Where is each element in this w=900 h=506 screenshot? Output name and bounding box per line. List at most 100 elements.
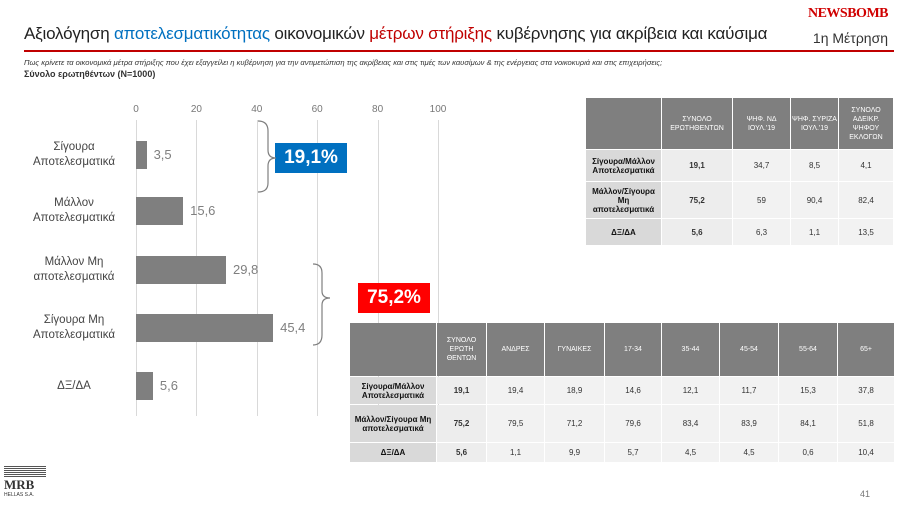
- bar: [136, 141, 147, 169]
- header-cell: 17-34: [605, 323, 661, 376]
- header-cell: ΓΥΝΑΙΚΕΣ: [545, 323, 604, 376]
- wave: 1η Μέτρηση: [812, 30, 888, 46]
- header-cell: ΑΝΔΡΕΣ: [487, 323, 544, 376]
- annotation: 75,2%: [358, 283, 430, 313]
- table-cell: 19,1: [437, 377, 486, 404]
- x-tick-label: 0: [133, 104, 139, 115]
- table-cell: 8,5: [791, 150, 838, 181]
- title-part: αποτελεσματικότητας: [113, 24, 270, 43]
- table-row: Μάλλον/Σίγουρα Μη αποτελεσματικά 75,2 79,5…: [350, 405, 894, 442]
- x-tick-label: 100: [429, 104, 447, 115]
- header-cell: ΨΗΦ. ΣΥΡΙΖΑ ΙΟΥΛ.'19: [791, 98, 838, 149]
- table-cell: 10,4: [838, 443, 894, 462]
- header-cell: ΨΗΦ. ΝΔ ΙΟΥΛ.'19: [733, 98, 790, 149]
- category-label: Σίγουρα Αποτελεσματικά: [33, 141, 115, 168]
- table-cell: 1,1: [487, 443, 544, 462]
- header-row: ΣΥΝΟΛΟ ΕΡΩΤΗ ΘΕΝΤΩΝ ΑΝΔΡΕΣ ΓΥΝΑΙΚΕΣ 17-34 35…: [350, 323, 894, 376]
- table-cell: 18,9: [545, 377, 604, 404]
- grid-line: [256, 120, 258, 416]
- table-cell: 34,7: [733, 150, 790, 181]
- value-label: 5,6: [159, 378, 178, 393]
- value-label: 29,8: [232, 262, 259, 277]
- data-table: ΣΥΝΟΛΟ ΕΡΩΤΗΘΕΝΤΩΝ ΨΗΦ. ΝΔ ΙΟΥΛ.'19 ΨΗΦ. Σ…: [585, 97, 894, 246]
- data-table: ΣΥΝΟΛΟ ΕΡΩΤΗ ΘΕΝΤΩΝ ΑΝΔΡΕΣ ΓΥΝΑΙΚΕΣ 17-34 35…: [349, 322, 895, 463]
- header-cell: [586, 98, 661, 149]
- x-tick-label: 40: [251, 104, 263, 115]
- slide-title: Αξιολόγηση αποτελεσματικότητας οικονομικ…: [24, 24, 768, 44]
- table-cell: 79,6: [605, 405, 661, 442]
- value-label: 15,6: [190, 203, 216, 218]
- title-part: οικονομικών: [269, 24, 370, 43]
- bar: [136, 197, 184, 225]
- x-tick-label: 80: [372, 104, 384, 115]
- table-cell: 5,7: [605, 443, 661, 462]
- title-part: κυβέρνησης για ακρίβεια και καύσιμα: [491, 24, 768, 43]
- x-tick-label: 20: [190, 104, 202, 115]
- row-label: ΔΞ/ΔΑ: [350, 443, 436, 462]
- table-cell: 83,4: [662, 405, 719, 442]
- bar: [136, 256, 226, 284]
- row-label: Σίγουρα/Μάλλον Αποτελεσματικά: [350, 377, 436, 404]
- grid-line: [317, 120, 319, 416]
- table-row: ΔΞ/ΔΑ 5,6 1,1 9,9 5,7 4,5 4,5 0,6 10,4: [350, 443, 894, 462]
- category-label: Μάλλον Μη αποτελεσματικά: [33, 256, 115, 283]
- table-cell: 37,8: [838, 377, 894, 404]
- logo-stripes: [4, 466, 46, 478]
- table-cell: 12,1: [662, 377, 719, 404]
- question: Πως κρίνετε τα οικονομικά μέτρα στήριξης…: [24, 58, 663, 67]
- table-cell: 13,5: [839, 219, 893, 245]
- category-label: ΔΞ/ΔΑ: [57, 379, 91, 392]
- table-row: Σίγουρα/Μάλλον Αποτελεσματικά 19,1 19,4 18,…: [350, 377, 894, 404]
- table-cell: 19,4: [487, 377, 544, 404]
- row-label: ΔΞ/ΔΑ: [586, 219, 661, 245]
- table-cell: 9,9: [545, 443, 604, 462]
- bar: [136, 372, 153, 400]
- annotation: 19,1%: [275, 143, 347, 173]
- header-row: ΣΥΝΟΛΟ ΕΡΩΤΗΘΕΝΤΩΝ ΨΗΦ. ΝΔ ΙΟΥΛ.'19 ΨΗΦ. Σ…: [586, 98, 893, 149]
- header-cell: 45-54: [720, 323, 778, 376]
- table-cell: 19,1: [662, 150, 732, 181]
- table-cell: 51,8: [838, 405, 894, 442]
- brand: NEWSBOMB: [807, 6, 889, 21]
- header-cell: [350, 323, 436, 376]
- table-cell: 0,6: [779, 443, 837, 462]
- table-cell: 14,6: [605, 377, 661, 404]
- logo: MRB HELLAS S.A.: [4, 466, 46, 498]
- logo-sub: HELLAS S.A.: [4, 492, 35, 498]
- page-number: 41: [859, 489, 870, 499]
- x-tick-label: 60: [311, 104, 323, 115]
- table-cell: 5,6: [437, 443, 486, 462]
- table-cell: 75,2: [437, 405, 486, 442]
- table-cell: 4,1: [839, 150, 893, 181]
- header-cell: ΣΥΝΟΛΟ ΕΡΩΤΗ ΘΕΝΤΩΝ: [437, 323, 486, 376]
- bracket: [312, 263, 331, 346]
- header-cell: 55-64: [779, 323, 837, 376]
- table-cell: 11,7: [720, 377, 778, 404]
- category-label: Μάλλον Αποτελεσματικά: [33, 197, 115, 224]
- row-label: Μάλλον/Σίγουρα Μη αποτελεσματικά: [586, 182, 661, 218]
- table-cell: 83,9: [720, 405, 778, 442]
- table-cell: 15,3: [779, 377, 837, 404]
- table-cell: 71,2: [545, 405, 604, 442]
- bracket: [257, 120, 277, 193]
- header-cell: ΣΥΝΟΛΟ ΕΡΩΤΗΘΕΝΤΩΝ: [662, 98, 732, 149]
- grid-line: [377, 120, 379, 416]
- table-cell: 79,5: [487, 405, 544, 442]
- logo-text: MRB: [4, 477, 35, 492]
- table-cell: 90,4: [791, 182, 838, 218]
- table-cell: 1,1: [791, 219, 838, 245]
- value-label: 3,5: [153, 147, 172, 162]
- table-row: Μάλλον/Σίγουρα Μη αποτελεσματικά 75,2 59 90…: [586, 182, 893, 218]
- table-cell: 75,2: [662, 182, 732, 218]
- base: Σύνολο ερωτηθέντων (N=1000): [24, 69, 156, 79]
- table-cell: 59: [733, 182, 790, 218]
- header-cell: 65+: [838, 323, 894, 376]
- header-cell: ΣΥΝΟΛΟ ΑΔΕΙΚΡ. ΨΗΦΟΥ ΕΚΛΟΓΩΝ: [839, 98, 893, 149]
- table-cell: 4,5: [720, 443, 778, 462]
- title-part: μέτρων στήριξης: [369, 24, 492, 43]
- category-label: Σίγουρα Μη Αποτελεσματικά: [33, 314, 115, 341]
- value-label: 45,4: [280, 320, 306, 335]
- title-rule: [24, 50, 894, 52]
